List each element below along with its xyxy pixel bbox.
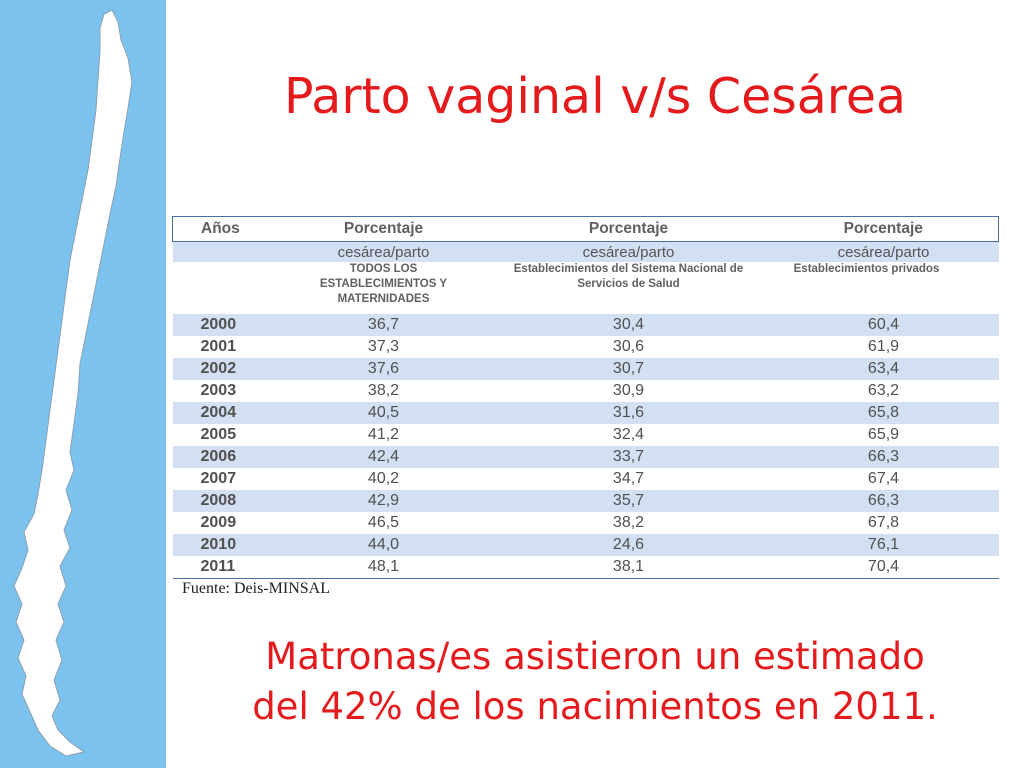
table-subheader-row: cesárea/parto cesárea/parto cesárea/part…: [172, 241, 999, 262]
note-line-2: del 42% de los nacimientos en 2011.: [252, 685, 938, 728]
description-cell: Establecimientos del Sistema Nacional de…: [489, 262, 769, 314]
table-row: 2009 46,5 38,2 67,8: [173, 512, 999, 534]
cesarean-table-container: Años Porcentaje Porcentaje Porcentaje ce…: [172, 216, 999, 579]
row-year: 2004: [172, 402, 279, 424]
row-percent-private: 66,3: [768, 446, 999, 468]
header-years: Años: [172, 216, 279, 242]
row-percent-public: 31,6: [488, 402, 769, 424]
slide-title: Parto vaginal v/s Cesárea: [283, 68, 907, 125]
table-row: 2011 48,1 38,1 70,4: [172, 556, 999, 579]
row-percent-private: 65,8: [768, 402, 999, 424]
slide-note: Matronas/es asistieron un estimado del 4…: [166, 632, 1024, 732]
row-year: 2000: [172, 314, 279, 336]
row-percent-public: 38,2: [612, 514, 645, 531]
row-percent-all: 42,4: [278, 446, 489, 468]
row-percent-all: 41,2: [367, 426, 400, 443]
table-description-row: TODOS LOS ESTABLECIMIENTOS Y MATERNIDADE…: [173, 262, 999, 314]
row-percent-private: 66,3: [768, 490, 999, 512]
row-percent-private: 60,4: [768, 314, 999, 336]
subheader-cell: cesárea/parto: [278, 241, 489, 262]
table-row: 2010 44,0 24,6 76,1: [172, 534, 999, 556]
header-percent-public: Porcentaje: [488, 216, 769, 242]
table-header-row: Años Porcentaje Porcentaje Porcentaje: [172, 216, 999, 242]
row-year: 2011: [172, 556, 279, 579]
row-percent-public: 38,1: [488, 556, 769, 579]
table-row: 2005 41,2 32,4 65,9: [173, 424, 999, 446]
row-percent-public: 30,7: [488, 358, 769, 380]
row-percent-private: 70,4: [768, 556, 999, 579]
row-percent-all: 37,6: [278, 358, 489, 380]
table-row: 2006 42,4 33,7 66,3: [172, 446, 999, 468]
row-year: 2010: [172, 534, 279, 556]
row-percent-all: 40,5: [278, 402, 489, 424]
description-cell: TODOS LOS ESTABLECIMIENTOS Y MATERNIDADE…: [279, 262, 489, 314]
table-row: 2002 37,6 30,7 63,4: [172, 358, 999, 380]
row-year: 2005: [200, 426, 237, 443]
row-percent-all: 36,7: [278, 314, 489, 336]
row-year: 2008: [172, 490, 279, 512]
row-percent-private: 63,2: [867, 382, 900, 399]
row-percent-public: 33,7: [488, 446, 769, 468]
row-percent-private: 67,8: [867, 514, 900, 531]
row-percent-private: 61,9: [867, 338, 900, 355]
row-year: 2009: [200, 514, 237, 531]
description-public-text: Establecimientos del Sistema Nacional de…: [513, 263, 744, 290]
row-percent-public: 34,7: [612, 470, 645, 487]
row-percent-public: 30,4: [488, 314, 769, 336]
row-percent-public: 30,9: [612, 382, 645, 399]
description-private-text: Establecimientos privados: [793, 263, 940, 275]
row-percent-private: 67,4: [867, 470, 900, 487]
description-all-text: TODOS LOS ESTABLECIMIENTOS Y MATERNIDADE…: [319, 263, 448, 305]
row-percent-public: 32,4: [612, 426, 645, 443]
description-cell: Establecimientos privados: [769, 262, 999, 314]
row-percent-private: 76,1: [768, 534, 999, 556]
chile-map-icon: [13, 9, 133, 757]
row-percent-all: 46,5: [367, 514, 400, 531]
table-row: 2007 40,2 34,7 67,4: [173, 468, 999, 490]
row-year: 2001: [200, 338, 237, 355]
row-percent-all: 40,2: [367, 470, 400, 487]
row-percent-all: 37,3: [367, 338, 400, 355]
table-row: 2001 37,3 30,6 61,9: [173, 336, 999, 358]
row-percent-all: 44,0: [278, 534, 489, 556]
table-row: 2000 36,7 30,4 60,4: [172, 314, 999, 336]
header-percent-private: Porcentaje: [768, 216, 999, 242]
table-row: 2003 38,2 30,9 63,2: [173, 380, 999, 402]
source-citation: Fuente: Deis-MINSAL: [182, 580, 330, 597]
row-year: 2007: [200, 470, 237, 487]
table-row: 2008 42,9 35,7 66,3: [172, 490, 999, 512]
description-cell: [173, 262, 279, 314]
row-percent-all: 48,1: [278, 556, 489, 579]
row-percent-all: 38,2: [367, 382, 400, 399]
subheader-cell: cesárea/parto: [768, 241, 999, 262]
row-percent-private: 63,4: [768, 358, 999, 380]
cesarean-rate-table: Años Porcentaje Porcentaje Porcentaje ce…: [172, 216, 999, 579]
row-percent-all: 42,9: [278, 490, 489, 512]
table-row: 2004 40,5 31,6 65,8: [172, 402, 999, 424]
row-percent-public: 24,6: [488, 534, 769, 556]
note-line-1: Matronas/es asistieron un estimado: [265, 635, 925, 678]
row-year: 2002: [172, 358, 279, 380]
table-body: 2000 36,7 30,4 60,4 2001 37,3 30,6 61,9 2002 37,6…: [172, 314, 999, 579]
subheader-cell: cesárea/parto: [488, 241, 769, 262]
row-percent-private: 65,9: [867, 426, 900, 443]
row-year: 2006: [172, 446, 279, 468]
subheader-cell: [172, 241, 279, 262]
row-year: 2003: [200, 382, 237, 399]
header-percent-all: Porcentaje: [278, 216, 489, 242]
row-percent-public: 30,6: [612, 338, 645, 355]
row-percent-public: 35,7: [488, 490, 769, 512]
sidebar-panel: [0, 0, 166, 768]
